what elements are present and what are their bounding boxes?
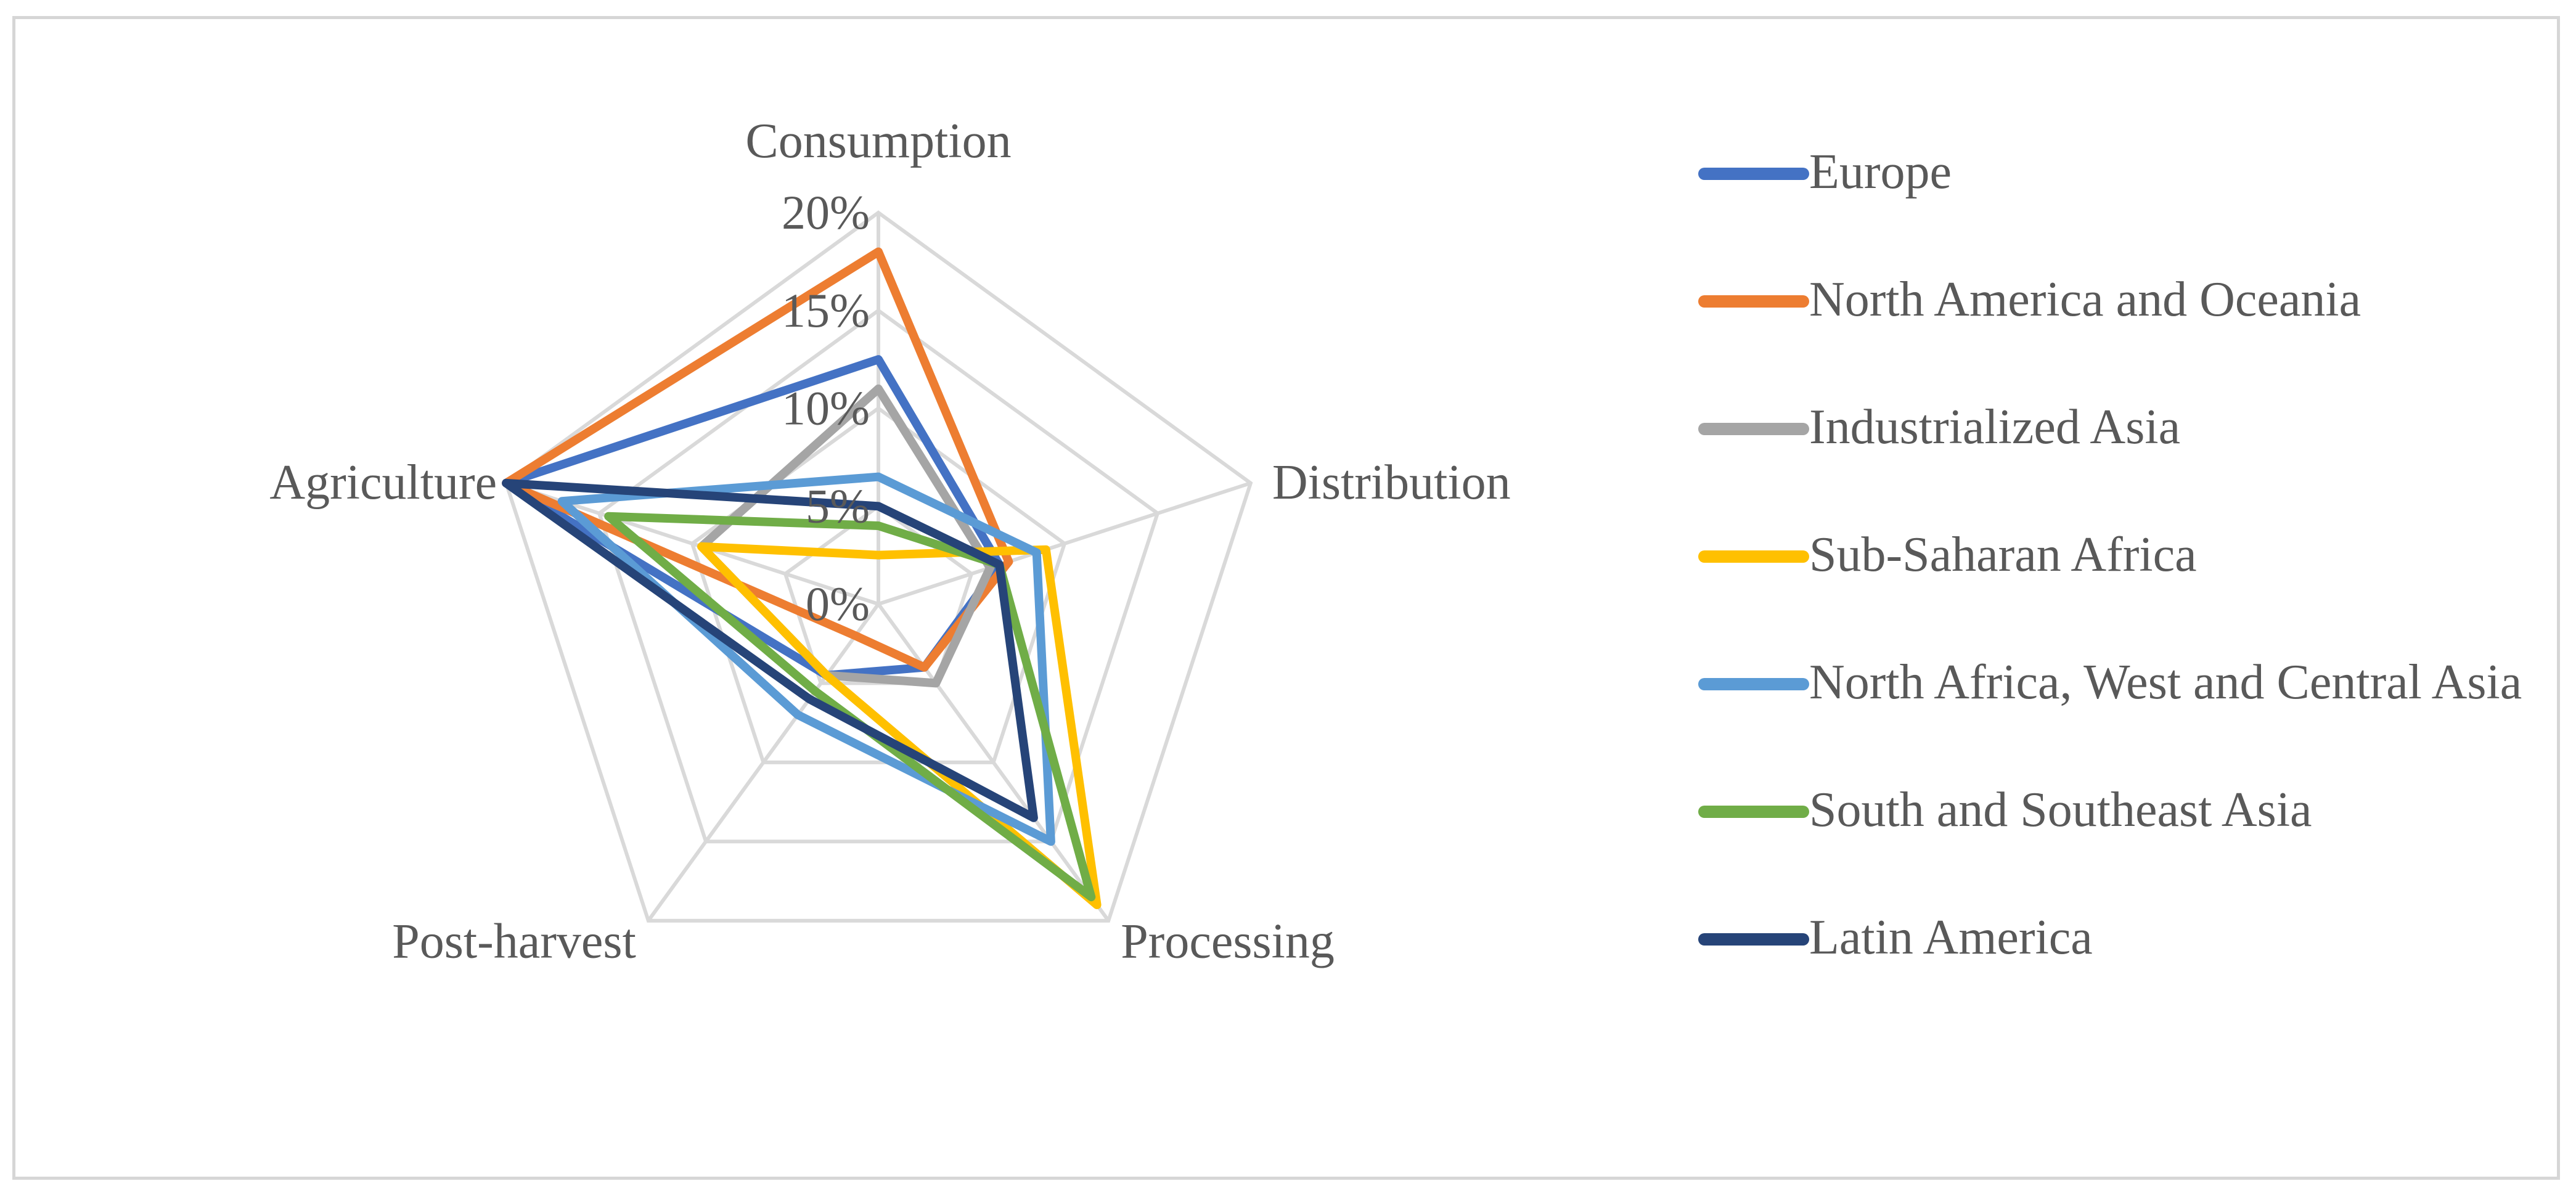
series-line-north-america-and-oceania bbox=[502, 247, 1013, 672]
legend-item-north-america-oceania: North America and Oceania bbox=[1698, 269, 2537, 330]
legend-label: Latin America bbox=[1809, 910, 2093, 965]
legend-label: Sub-Saharan Africa bbox=[1809, 528, 2197, 582]
legend-swatch bbox=[1698, 550, 1809, 563]
legend-item-north-africa-west-central-asia: North Africa, West and Central Asia bbox=[1698, 652, 2537, 713]
radar-axis-labels: Consumption Distribution Processing Post… bbox=[269, 114, 1510, 969]
legend-swatch bbox=[1698, 806, 1809, 818]
legend-item-europe: Europe bbox=[1698, 142, 2537, 202]
chart-frame bbox=[12, 16, 2560, 1180]
grid-ring-4 bbox=[504, 210, 1253, 923]
grid-spoke-2 bbox=[877, 603, 1110, 922]
series-line-north-africa-west-and-central-asia bbox=[557, 472, 1055, 846]
tick-label-15: 15% bbox=[782, 284, 870, 337]
grid-spoke-3 bbox=[647, 603, 880, 922]
series-line-sub-saharan-africa bbox=[697, 542, 1102, 909]
legend-label: North America and Oceania bbox=[1809, 272, 2361, 327]
legend-label: Europe bbox=[1809, 145, 1952, 199]
legend-swatch bbox=[1698, 423, 1809, 435]
tick-label-20: 20% bbox=[782, 186, 870, 239]
axis-label-distribution: Distribution bbox=[1272, 456, 1511, 510]
radar-series bbox=[502, 247, 1102, 909]
tick-label-5: 5% bbox=[806, 479, 870, 533]
legend-label: South and Southeast Asia bbox=[1809, 783, 2312, 837]
axis-label-processing: Processing bbox=[1121, 915, 1335, 969]
legend-item-sub-saharan-africa: Sub-Saharan Africa bbox=[1698, 525, 2537, 585]
legend-swatch bbox=[1698, 295, 1809, 308]
legend-swatch bbox=[1698, 168, 1809, 180]
legend-item-industrialized-asia: Industrialized Asia bbox=[1698, 397, 2537, 457]
series-line-europe bbox=[502, 355, 1004, 680]
legend-item-south-southeast-asia: South and Southeast Asia bbox=[1698, 780, 2537, 840]
legend-swatch bbox=[1698, 933, 1809, 946]
radar-tick-labels: 0% 5% 10% 15% 20% bbox=[782, 186, 870, 631]
legend-label: North Africa, West and Central Asia bbox=[1809, 655, 2522, 709]
axis-label-agriculture: Agriculture bbox=[269, 456, 497, 510]
axis-label-consumption: Consumption bbox=[745, 114, 1011, 168]
legend-label: Industrialized Asia bbox=[1809, 400, 2181, 454]
tick-label-10: 10% bbox=[782, 382, 870, 435]
legend-swatch bbox=[1698, 678, 1809, 690]
legend-item-latin-america: Latin America bbox=[1698, 907, 2537, 968]
series-line-latin-america bbox=[502, 478, 1038, 822]
grid-spoke-1 bbox=[878, 481, 1251, 606]
grid-ring-3 bbox=[597, 308, 1160, 844]
tick-label-0: 0% bbox=[806, 577, 870, 631]
axis-label-post-harvest: Post-harvest bbox=[392, 915, 636, 969]
